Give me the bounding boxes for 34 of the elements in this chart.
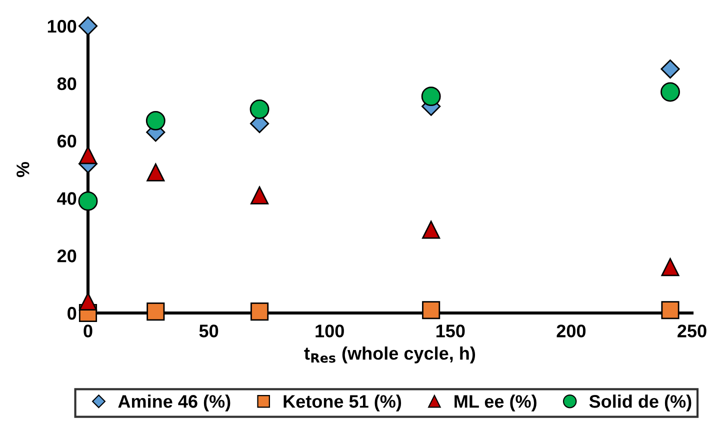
x-tick-label: 200 [556, 324, 586, 338]
point [661, 301, 680, 320]
x-axis-title: t$_{Res}$ (whole cycle, h) [304, 346, 476, 364]
point [78, 16, 98, 36]
point [250, 186, 269, 204]
legend-label: Ketone 51 (%) [284, 394, 402, 412]
y-tick-label: 40 [57, 192, 76, 205]
point [78, 146, 98, 164]
point [422, 301, 440, 320]
legend-label: Amine 46 (%) [118, 394, 230, 412]
point [250, 100, 270, 119]
point [78, 191, 98, 211]
y-axis-title: % [16, 162, 30, 178]
point [660, 82, 680, 102]
y-tick-label: 20 [57, 250, 76, 262]
x-tick-label: 0 [84, 324, 92, 338]
point [421, 86, 441, 106]
point [146, 163, 165, 182]
point [146, 302, 165, 321]
y-tick-label: 0 [68, 306, 76, 320]
x-tick-label: 250 [678, 324, 706, 338]
y-tick-label: 60 [57, 134, 76, 148]
legend-label: ML ee (%) [454, 394, 536, 412]
x-tick-label: 150 [436, 324, 465, 338]
x-tick-label: 50 [199, 324, 218, 338]
x-tick-label: 100 [316, 324, 344, 338]
point [660, 60, 680, 79]
point [146, 110, 166, 130]
y-tick-label: 100 [48, 20, 76, 33]
point [661, 258, 680, 276]
legend-label: Solid de (%) [589, 394, 692, 412]
y-tick-label: 80 [57, 77, 76, 90]
point [422, 220, 440, 239]
point [250, 302, 269, 321]
